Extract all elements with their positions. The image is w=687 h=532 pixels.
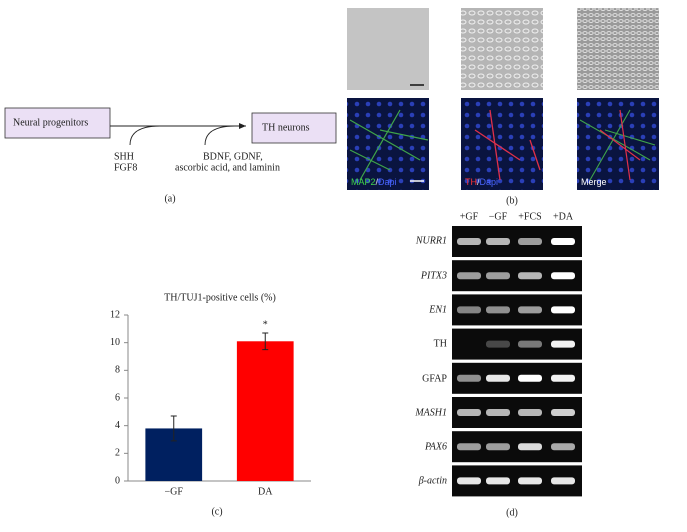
- branch: [129, 125, 161, 146]
- band: [457, 238, 481, 245]
- band: [518, 340, 542, 348]
- band: [486, 238, 510, 245]
- annotation: *: [263, 319, 268, 330]
- lane-label: +GF: [460, 211, 479, 222]
- gene-label: NURR1: [415, 235, 447, 246]
- stain-label: Merge: [581, 177, 607, 187]
- stain-label: TH/Dapi: [465, 177, 498, 187]
- band: [486, 272, 510, 280]
- lane-label: +FCS: [518, 211, 541, 222]
- band: [551, 272, 575, 280]
- band: [457, 477, 481, 485]
- band: [486, 409, 510, 416]
- band: [486, 374, 510, 382]
- band: [457, 272, 481, 280]
- error-bar: [170, 415, 177, 442]
- micrograph: [461, 98, 543, 190]
- y-tick-label: 10: [110, 337, 120, 348]
- panel-label: (c): [211, 506, 222, 517]
- gene-label: EN1: [428, 304, 447, 315]
- band: [457, 374, 481, 382]
- band: [551, 443, 575, 451]
- source-label: Neural progenitors: [13, 117, 88, 128]
- y-tick-label: 2: [115, 448, 120, 459]
- source-box: [4, 107, 111, 139]
- band: [457, 306, 481, 314]
- arrow-head: [239, 123, 246, 129]
- band: [518, 238, 542, 245]
- micrograph: [461, 8, 543, 90]
- target-label: TH neurons: [262, 122, 310, 133]
- band: [518, 374, 542, 382]
- band: [551, 238, 575, 245]
- gene-label: PITX3: [420, 270, 447, 281]
- y-tick-label: 6: [115, 392, 120, 403]
- band: [518, 443, 542, 451]
- fibers: [599, 109, 641, 181]
- x-tick-label: −GF: [165, 486, 184, 497]
- band: [518, 306, 542, 314]
- micrograph: [577, 8, 659, 90]
- panel-label: (d): [506, 507, 518, 518]
- gene-label: β-actin: [418, 475, 447, 486]
- y-tick-label: 0: [115, 475, 120, 486]
- fibers: [349, 109, 429, 181]
- bar: [236, 341, 294, 481]
- band: [518, 409, 542, 416]
- band: [518, 272, 542, 280]
- factor: ascorbic acid, and laminin: [175, 162, 280, 173]
- band: [551, 340, 575, 348]
- band: [518, 477, 542, 485]
- band: [457, 409, 481, 416]
- gene-label: PAX6: [424, 441, 447, 452]
- panel-label: (b): [506, 195, 518, 206]
- y-tick-label: 8: [115, 365, 120, 376]
- fibers: [579, 109, 656, 181]
- band: [551, 477, 575, 485]
- band: [457, 443, 481, 451]
- target-box: [251, 112, 337, 144]
- factor: FGF8: [114, 162, 137, 173]
- branch: [204, 125, 236, 146]
- stain-label: MAP2/Dapi: [351, 177, 397, 187]
- gene-label: MASH1: [414, 407, 447, 418]
- factor: SHH: [114, 151, 134, 162]
- lane-label: −GF: [489, 211, 508, 222]
- lane-label: +DA: [553, 211, 574, 222]
- fibers: [474, 109, 541, 181]
- band: [486, 306, 510, 314]
- band: [486, 477, 510, 485]
- micrograph: [347, 98, 429, 190]
- micrograph: [347, 8, 429, 90]
- band: [486, 340, 510, 348]
- y-tick-label: 4: [115, 420, 120, 431]
- error-bar: [262, 332, 269, 351]
- y-tick-label: 12: [110, 309, 120, 320]
- gene-label: TH: [434, 338, 447, 349]
- chart-title: TH/TUJ1-positive cells (%): [164, 292, 276, 303]
- panel-label: (a): [164, 193, 175, 204]
- band: [551, 306, 575, 314]
- band: [551, 409, 575, 416]
- gene-label: GFAP: [422, 373, 447, 384]
- x-tick-label: DA: [258, 486, 273, 497]
- factor: BDNF, GDNF,: [203, 151, 263, 162]
- band: [486, 443, 510, 451]
- band: [551, 374, 575, 382]
